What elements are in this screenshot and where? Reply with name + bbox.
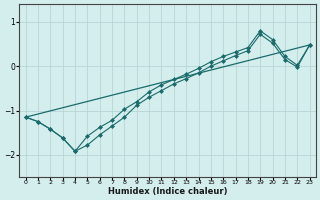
X-axis label: Humidex (Indice chaleur): Humidex (Indice chaleur) [108, 187, 228, 196]
